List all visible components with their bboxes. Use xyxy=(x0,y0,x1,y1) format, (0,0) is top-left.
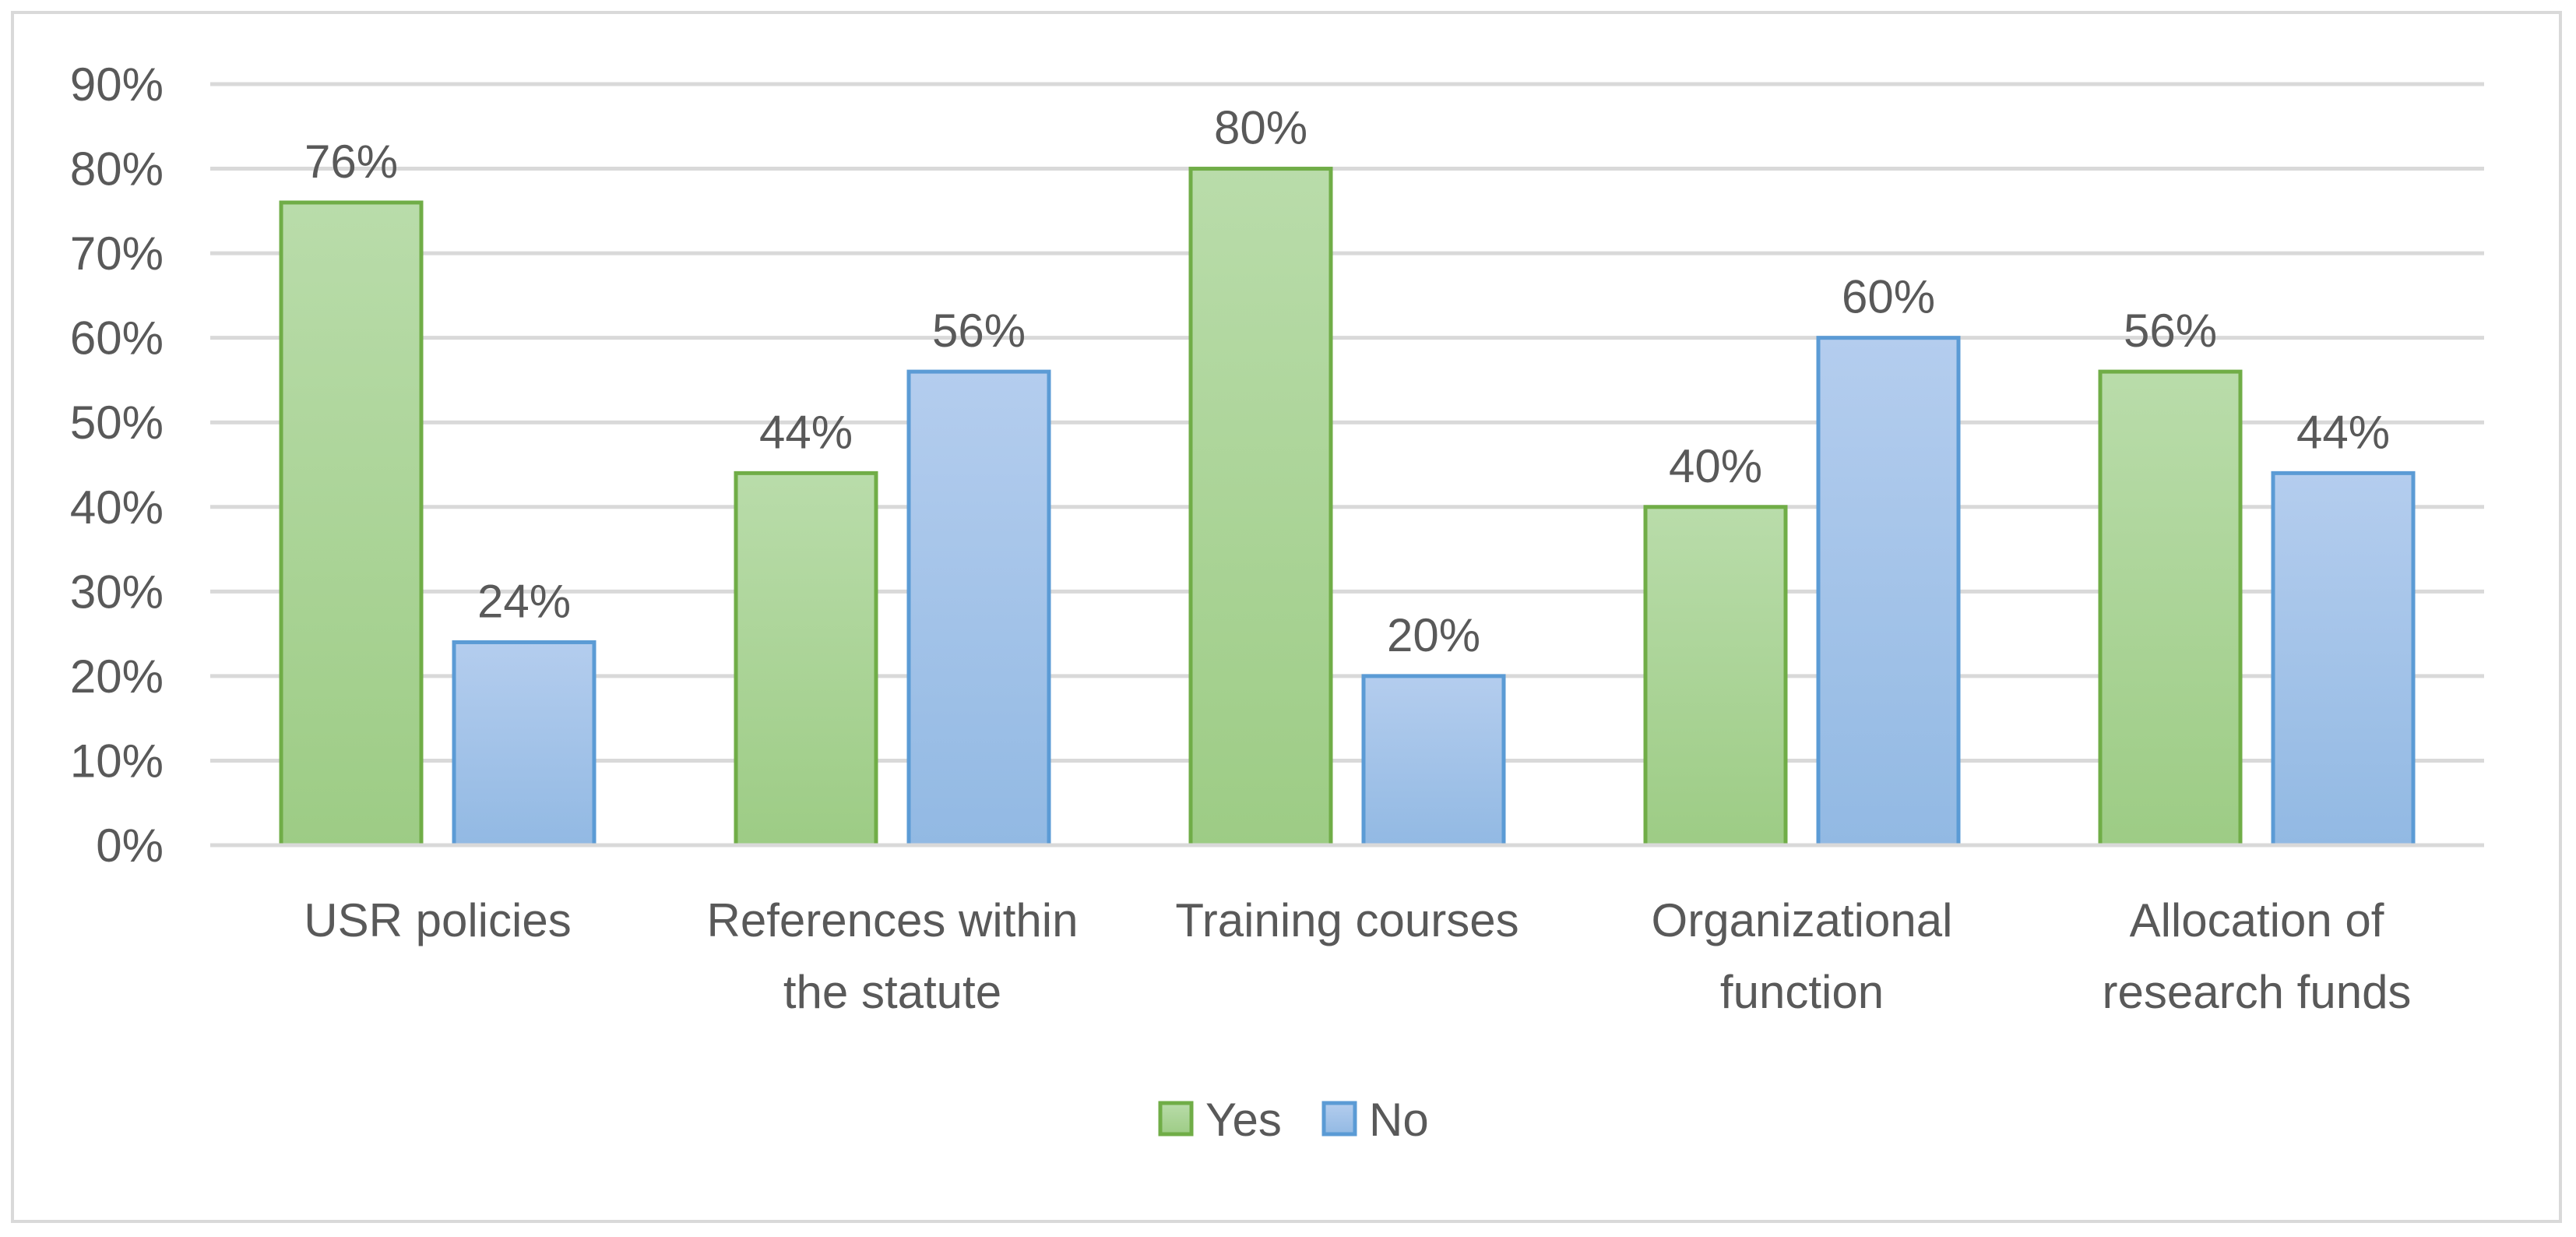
y-tick-label: 80% xyxy=(70,143,164,196)
category-label: research funds xyxy=(2103,966,2412,1018)
category-label: Organizational xyxy=(1652,894,1953,946)
data-label: 56% xyxy=(932,305,1026,357)
legend-label: No xyxy=(1369,1094,1429,1146)
category-label: References within xyxy=(707,894,1079,946)
data-label: 76% xyxy=(304,136,398,188)
bar-no xyxy=(2271,470,2416,848)
y-tick-label: 40% xyxy=(70,481,164,534)
data-label: 56% xyxy=(2124,305,2217,357)
data-label: 80% xyxy=(1214,102,1307,154)
category-label: Allocation of xyxy=(2130,894,2384,946)
category-label: function xyxy=(1720,966,1884,1018)
y-tick-label: 60% xyxy=(70,312,164,365)
y-tick-label: 90% xyxy=(70,58,164,111)
y-axis-tick-labels: 0% 10% 20% 30% 40% 50% 60% 70% 80% 90% xyxy=(70,58,164,872)
bar-no xyxy=(452,640,596,848)
y-tick-label: 10% xyxy=(70,735,164,787)
bar-no xyxy=(1361,674,1506,848)
y-tick-label: 0% xyxy=(96,819,164,872)
legend-swatch-no xyxy=(1321,1101,1357,1137)
bar-yes xyxy=(1188,167,1333,848)
legend-swatch-yes xyxy=(1158,1101,1194,1137)
bar-yes xyxy=(2098,369,2243,848)
legend-label: Yes xyxy=(1205,1094,1282,1146)
y-tick-label: 20% xyxy=(70,650,164,703)
bar-yes xyxy=(734,470,878,848)
data-label: 44% xyxy=(2296,406,2390,458)
legend: Yes No xyxy=(1158,1094,1429,1146)
bar-yes xyxy=(1643,505,1788,848)
y-tick-label: 50% xyxy=(70,396,164,449)
bar-yes xyxy=(279,200,424,848)
category-labels: USR policies References within the statute… xyxy=(304,894,2411,1018)
data-label: 60% xyxy=(1842,271,1935,323)
category-label: USR policies xyxy=(304,894,571,946)
bars xyxy=(279,167,2416,848)
bar-no xyxy=(1816,336,1961,848)
bar-no xyxy=(906,369,1051,848)
category-label: Training courses xyxy=(1175,894,1519,946)
data-label: 40% xyxy=(1669,440,1762,492)
y-tick-label: 70% xyxy=(70,227,164,280)
category-label: the statute xyxy=(783,966,1001,1018)
data-labels: 76% 24% 44% 56% 80% 20% 40% 60% 56% 44% xyxy=(304,102,2390,661)
data-label: 44% xyxy=(759,406,853,458)
y-tick-label: 30% xyxy=(70,566,164,618)
data-label: 20% xyxy=(1387,609,1480,661)
data-label: 24% xyxy=(477,575,571,627)
